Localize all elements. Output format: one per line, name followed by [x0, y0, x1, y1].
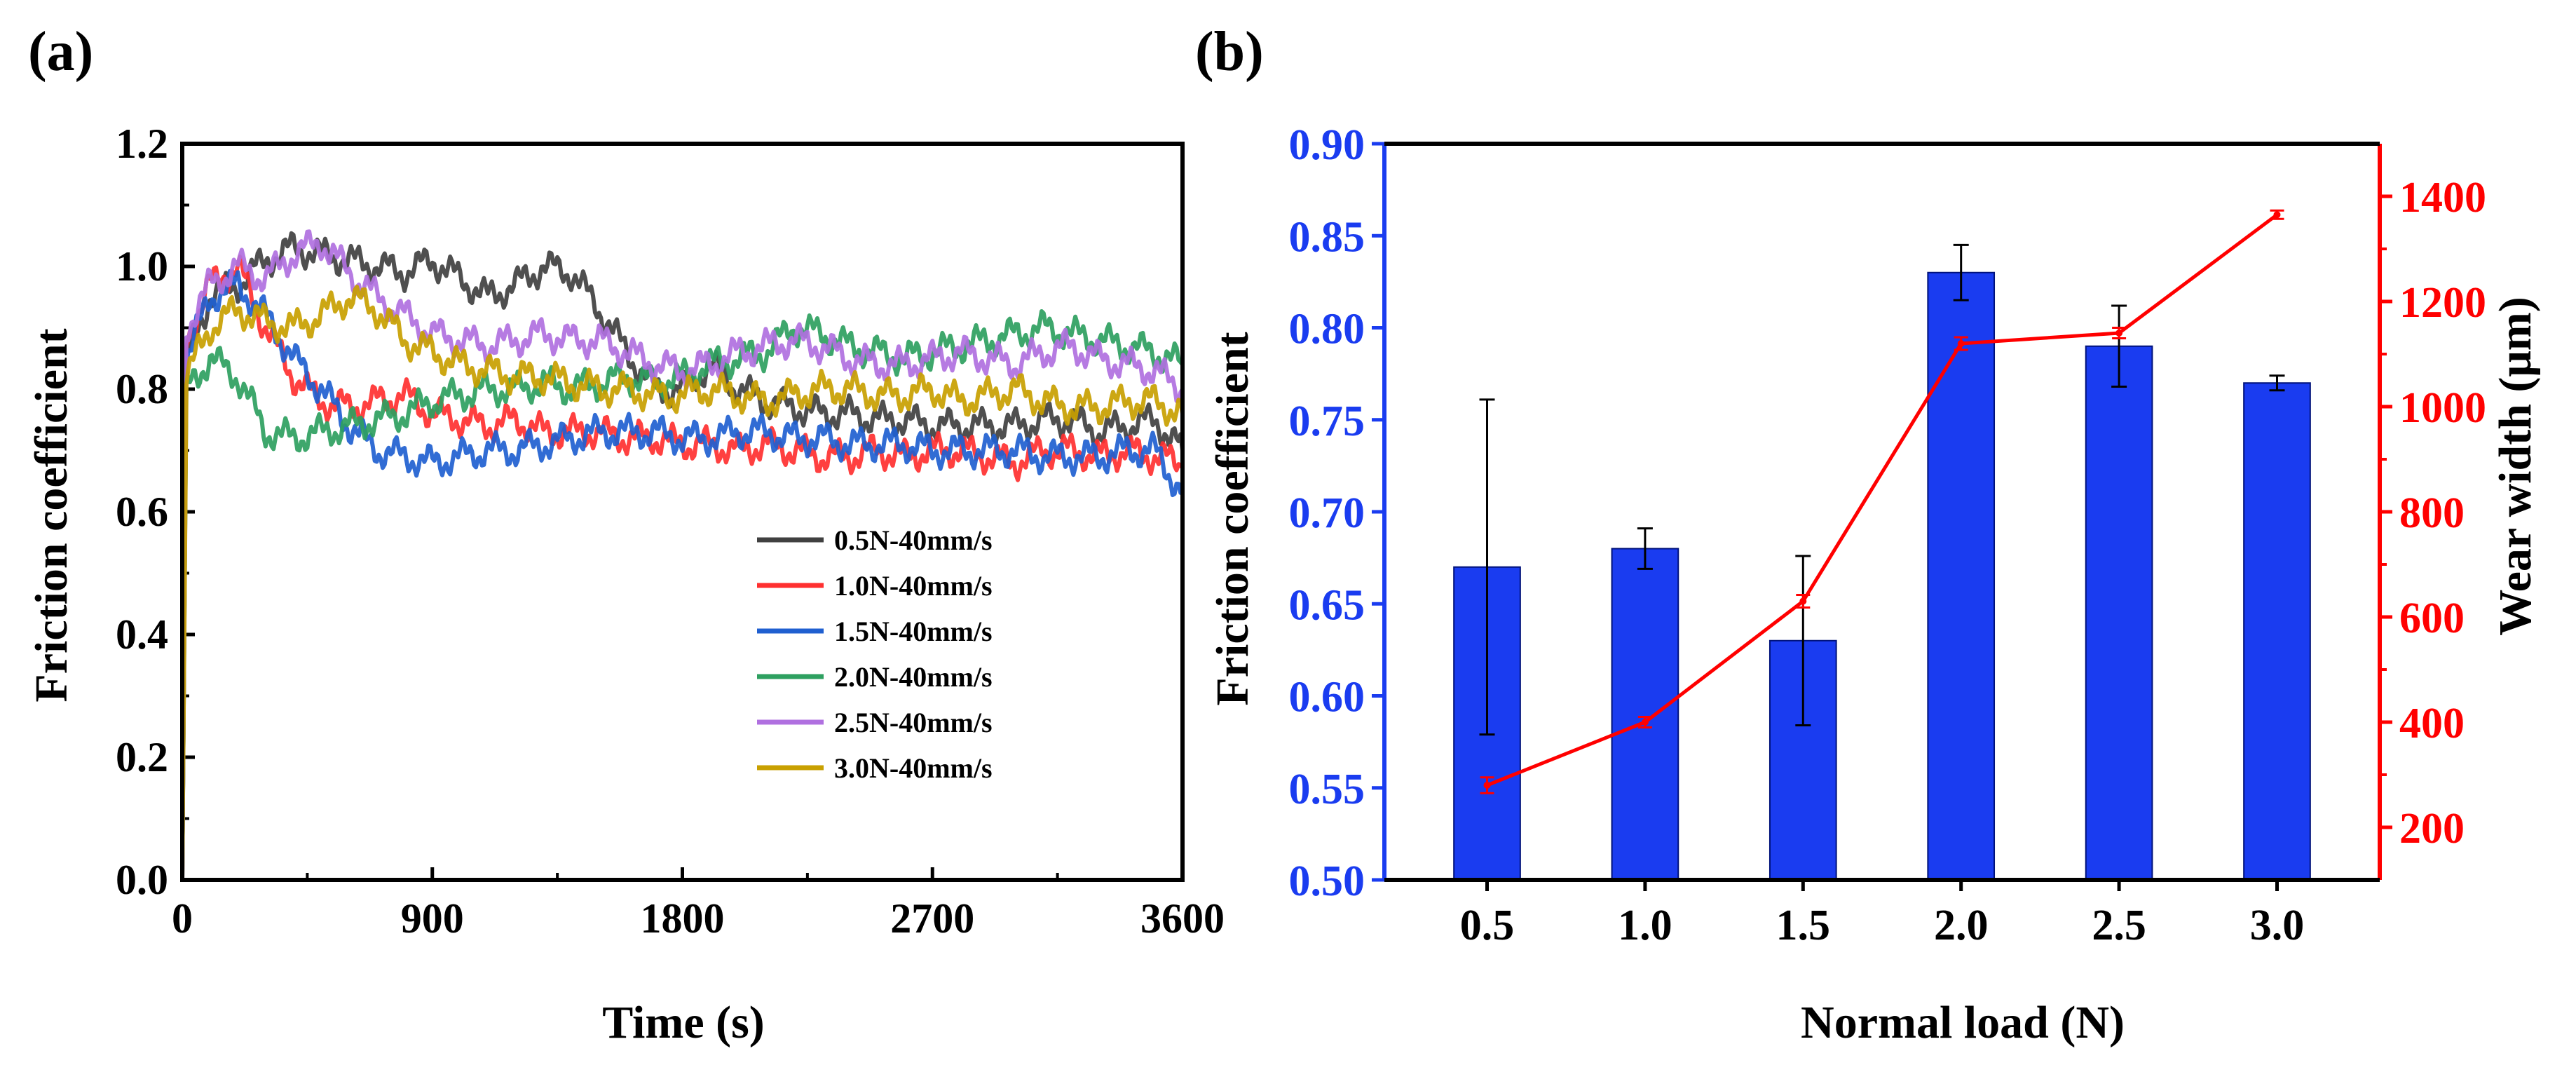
legend-entry: 2.0N-40mm/s	[834, 661, 993, 693]
right-tick-label: 400	[2399, 700, 2465, 747]
y-tick-label: 0.0	[116, 857, 168, 903]
x-tick-label: 3.0	[2250, 902, 2305, 949]
left-tick-label: 0.80	[1289, 306, 1365, 353]
legend-entry: 3.0N-40mm/s	[834, 752, 993, 784]
left-tick-label: 0.90	[1289, 121, 1365, 169]
right-tick-label: 1000	[2399, 384, 2486, 432]
y-tick-label: 0.2	[116, 734, 168, 780]
friction-bar	[2085, 345, 2153, 881]
series-line-2-5n-40mm-s	[180, 229, 1185, 881]
panel-a-ylabel: Friction coefficient	[26, 328, 77, 702]
x-tick-label: 1.0	[1618, 902, 1672, 949]
panel-a-label: (a)	[28, 21, 93, 83]
left-tick-label: 0.70	[1289, 489, 1365, 537]
panel-b-ylabel: Friction coefficient	[1207, 332, 1258, 705]
friction-bar	[2243, 382, 2311, 881]
x-tick-label: 2700	[890, 895, 974, 942]
right-tick-label: 600	[2399, 595, 2465, 642]
legend-entry: 1.0N-40mm/s	[834, 570, 993, 602]
x-tick-label: 0.5	[1460, 902, 1515, 949]
right-tick-label: 800	[2399, 489, 2465, 537]
x-tick-label: 1.5	[1776, 902, 1831, 949]
x-tick-label: 1800	[641, 895, 725, 942]
y-tick-label: 0.6	[116, 489, 168, 535]
legend-entry: 2.5N-40mm/s	[834, 707, 993, 738]
wear-point	[1641, 719, 1649, 726]
panel-b-xlabel: Normal load (N)	[1801, 997, 2125, 1048]
panel-b: (b) Friction coefficient Wear width (μm)…	[1195, 21, 2541, 1048]
series-line-1-5n-40mm-s	[180, 269, 1183, 881]
friction-bar	[1927, 271, 1996, 881]
y-tick-label: 0.8	[116, 366, 168, 412]
right-tick-label: 200	[2399, 805, 2465, 853]
x-tick-label: 3600	[1140, 895, 1225, 942]
legend-entry: 1.5N-40mm/s	[834, 616, 993, 647]
left-tick-label: 0.75	[1289, 398, 1365, 445]
panel-a-plot-frame	[180, 142, 1185, 882]
x-tick-label: 2.5	[2092, 902, 2146, 949]
friction-bar	[1611, 548, 1679, 881]
legend-entry: 0.5N-40mm/s	[834, 524, 993, 556]
panel-b-wear-line	[1480, 209, 2284, 794]
right-tick-label: 1200	[2399, 279, 2486, 327]
panel-a: (a) Friction coefficient Time (s) 0 900 18…	[26, 21, 1225, 1048]
y-tick-label: 1.0	[116, 243, 168, 290]
series-line-1-0n-40mm-s	[180, 255, 1185, 881]
panel-a-series-lines	[180, 229, 1185, 881]
x-tick-label: 2.0	[1934, 902, 1989, 949]
panel-b-y2label: Wear width (μm)	[2490, 297, 2541, 636]
wear-point	[1483, 782, 1491, 789]
series-line-0-5n-40mm-s	[180, 231, 1185, 881]
x-tick-label: 900	[401, 895, 464, 942]
series-line-3-0n-40mm-s	[180, 285, 1185, 881]
left-tick-label: 0.55	[1289, 766, 1365, 813]
panel-a-xlabel: Time (s)	[602, 997, 765, 1048]
panel-b-bars	[1453, 243, 2311, 881]
wear-point	[1799, 597, 1807, 605]
y-tick-label: 1.2	[116, 121, 168, 167]
y-tick-label: 0.4	[116, 611, 168, 658]
wear-point	[2273, 211, 2281, 219]
wear-point	[1957, 340, 1965, 347]
panel-b-ticks: 0.50 0.55 0.60 0.65 0.70 0.75 0.80 0.85 0.90 200 4…	[1289, 121, 2487, 949]
panel-a-legend: 0.5N-40mm/s 1.0N-40mm/s 1.5N-40mm/s 2.0N-40…	[757, 524, 993, 784]
left-tick-label: 0.85	[1289, 213, 1365, 261]
panel-b-label: (b)	[1195, 21, 1264, 83]
x-tick-label: 0	[172, 895, 193, 942]
left-tick-label: 0.65	[1289, 581, 1365, 629]
panel-a-ticks: 0 900 1800 2700 3600 0.0 0.2 0.4 0.6 0.8 1.0 1.2	[116, 121, 1225, 942]
left-tick-label: 0.60	[1289, 674, 1365, 721]
right-tick-label: 1400	[2399, 174, 2486, 222]
wear-width-line	[1486, 213, 2278, 787]
wear-point	[2115, 330, 2123, 337]
left-tick-label: 0.50	[1289, 857, 1365, 905]
